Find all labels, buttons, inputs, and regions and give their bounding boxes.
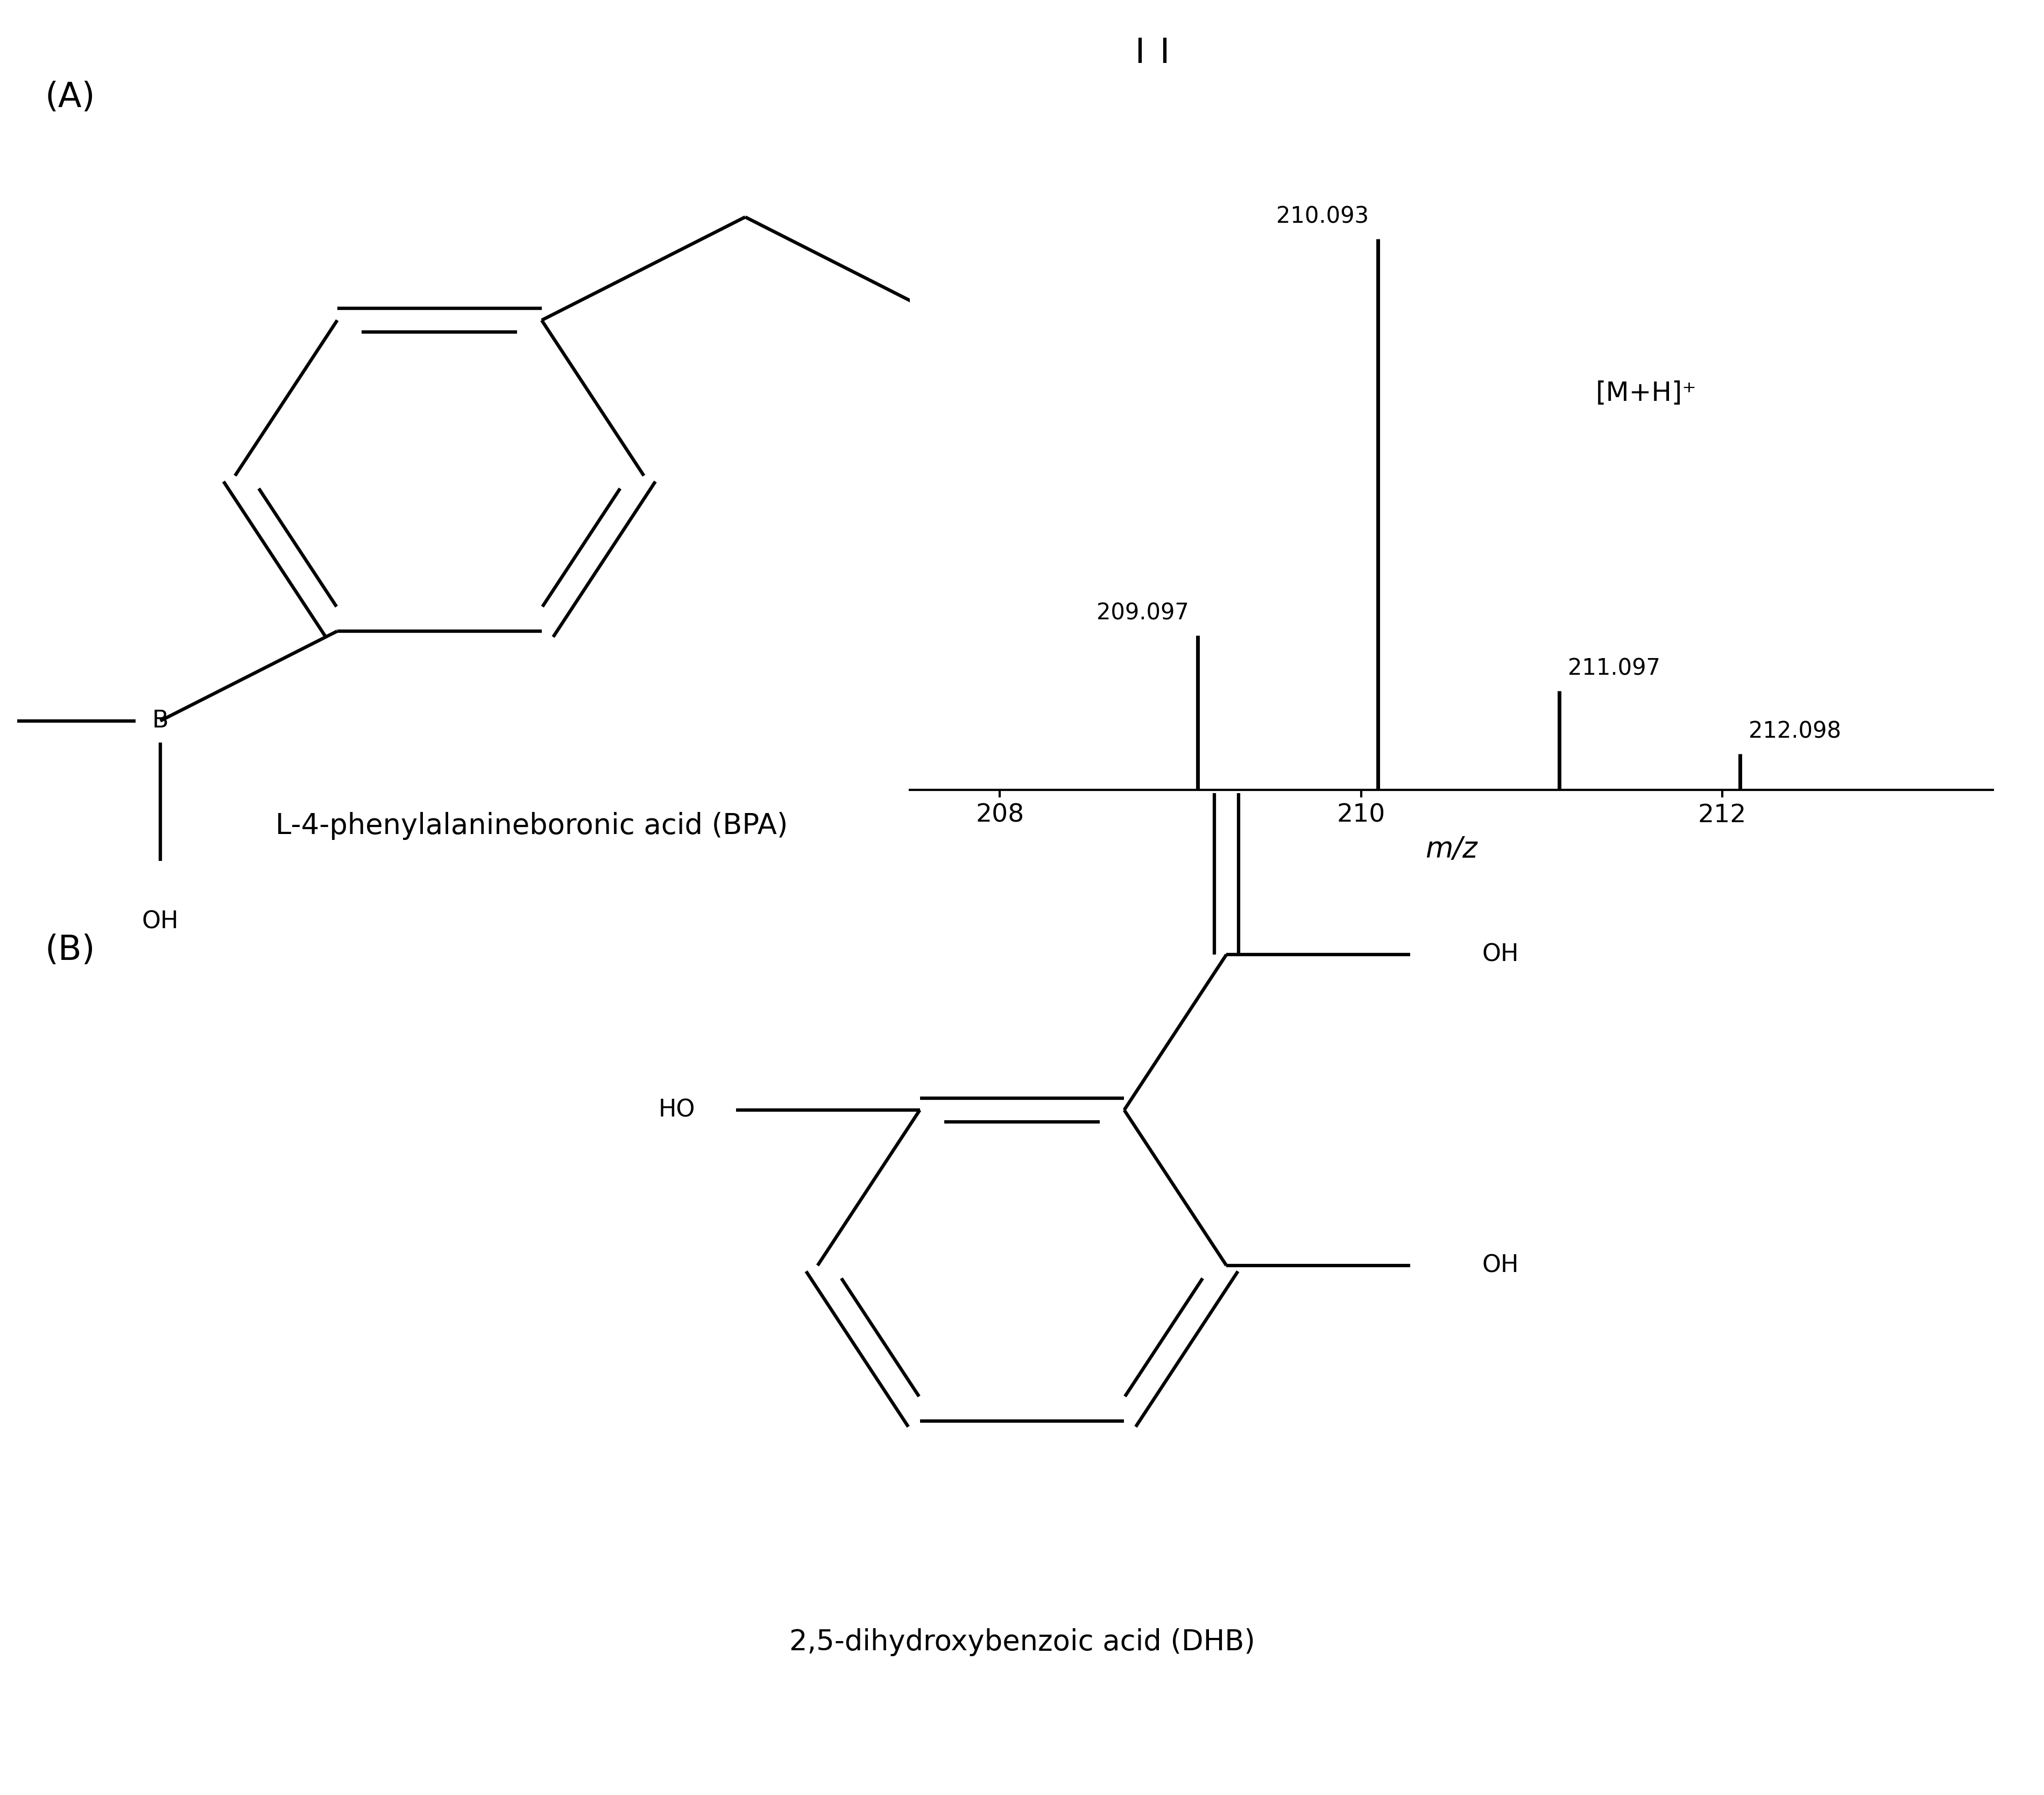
Text: 209.097: 209.097 <box>1096 601 1190 625</box>
Text: L-4-phenylalanineboronic acid (BPA): L-4-phenylalanineboronic acid (BPA) <box>276 811 787 840</box>
Text: OH: OH <box>1482 942 1519 966</box>
Text: O: O <box>1143 0 1161 4</box>
Text: OH: OH <box>1482 1255 1519 1276</box>
Text: B: B <box>151 709 168 732</box>
Text: 211.097: 211.097 <box>1568 657 1660 680</box>
Text: (B): (B) <box>45 933 96 968</box>
Text: (A): (A) <box>45 81 96 115</box>
Text: 2,5-dihydroxybenzoic acid (DHB): 2,5-dihydroxybenzoic acid (DHB) <box>789 1628 1255 1657</box>
Text: 210.093: 210.093 <box>1275 205 1369 228</box>
Text: OH: OH <box>1435 205 1472 228</box>
Text: [M+H]⁺: [M+H]⁺ <box>1596 381 1697 406</box>
Text: OH: OH <box>141 910 178 933</box>
Text: HO: HO <box>658 1099 695 1122</box>
X-axis label: m/z: m/z <box>1425 835 1478 863</box>
Text: 212.098: 212.098 <box>1750 720 1842 743</box>
Text: NH₂: NH₂ <box>959 519 1004 540</box>
Text: O: O <box>1216 741 1237 765</box>
